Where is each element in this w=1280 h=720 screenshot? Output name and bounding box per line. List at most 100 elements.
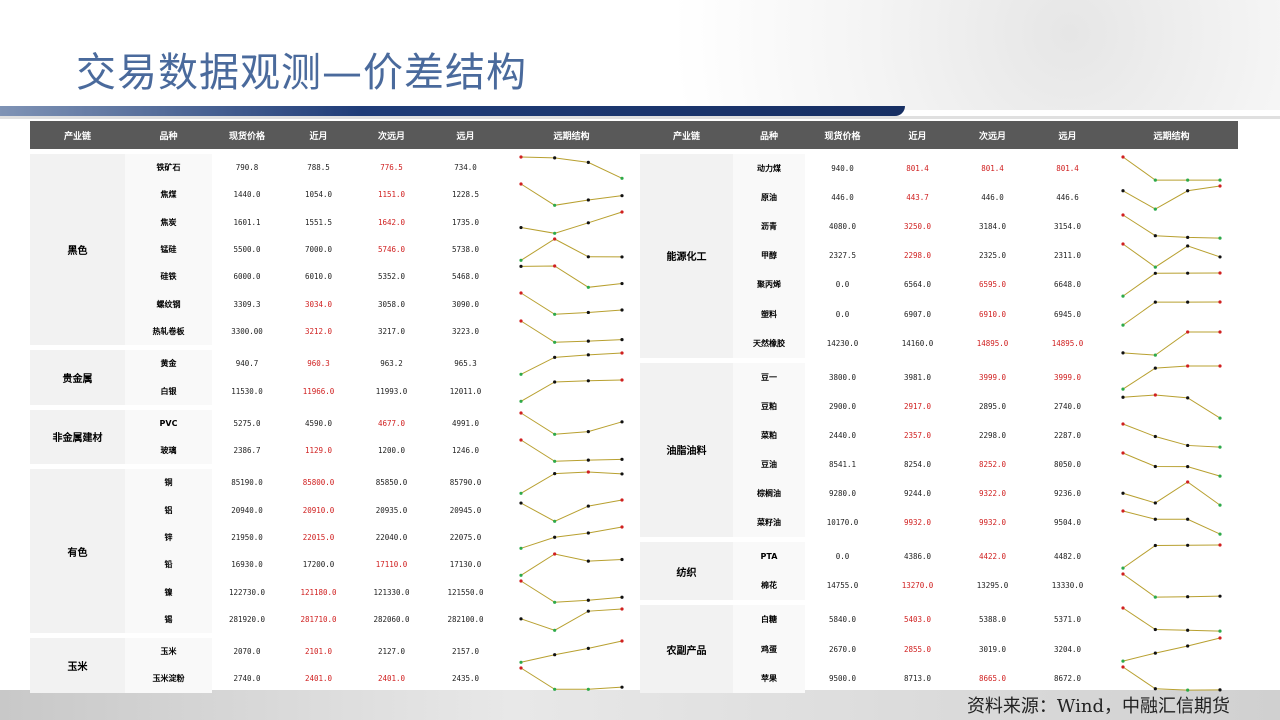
price-cell: 0.0 bbox=[835, 309, 850, 319]
industry-chain-cell: 黑色 bbox=[30, 154, 125, 346]
sparkline-line bbox=[520, 211, 623, 234]
price-cell: 6648.0 bbox=[1053, 280, 1082, 290]
price-cell: 20910.0 bbox=[302, 505, 335, 515]
sparkline-line bbox=[1122, 214, 1221, 239]
price-cell: 122730.0 bbox=[228, 587, 266, 597]
sparkline-point bbox=[1153, 650, 1157, 655]
variety-cell: 塑料 bbox=[733, 299, 805, 329]
price-cell: 5352.0 bbox=[377, 272, 406, 282]
table-row: 塑料 0.0 6907.0 6910.0 6945.0 bbox=[640, 299, 1238, 329]
sparkline-line bbox=[520, 581, 623, 604]
price-cell: 4422.0 bbox=[978, 552, 1007, 562]
sparkline-point bbox=[519, 616, 523, 621]
sparkline-point bbox=[1121, 395, 1125, 399]
price-cell: 8254.0 bbox=[903, 459, 932, 469]
forward-structure-sparkline bbox=[503, 154, 640, 181]
sparkline-point bbox=[1153, 393, 1157, 397]
sparkline-point bbox=[620, 194, 624, 198]
industry-chain-cell: 农副产品 bbox=[640, 605, 733, 693]
variety-cell: 鸡蛋 bbox=[733, 634, 805, 664]
price-cell: 6945.0 bbox=[1053, 309, 1082, 319]
column-header: 远期结构 bbox=[503, 121, 640, 149]
sparkline-point bbox=[519, 264, 523, 269]
sparkline-point bbox=[620, 282, 624, 286]
sparkline-line bbox=[520, 183, 623, 207]
sparkline-point bbox=[1186, 364, 1190, 368]
column-header: 品种 bbox=[125, 121, 212, 149]
industry-chain-cell: 玉米 bbox=[30, 638, 125, 693]
variety-cell: 豆一 bbox=[733, 362, 805, 392]
sparkline-point bbox=[553, 313, 557, 317]
sparkline-line bbox=[1122, 243, 1221, 268]
variety-cell: 黄金 bbox=[125, 350, 212, 378]
sparkline-line bbox=[1122, 544, 1221, 569]
sparkline-point bbox=[586, 311, 590, 315]
price-cell: 3250.0 bbox=[903, 222, 932, 232]
sparkline-point bbox=[1153, 178, 1157, 182]
price-cell: 790.8 bbox=[235, 163, 259, 173]
price-cell: 9932.0 bbox=[978, 518, 1007, 528]
variety-cell: 铜 bbox=[125, 469, 212, 497]
sparkline-line bbox=[520, 608, 623, 631]
sparkline-point bbox=[1153, 595, 1157, 600]
price-cell: 8672.0 bbox=[1053, 673, 1082, 683]
sparkline-line bbox=[520, 640, 623, 663]
variety-cell: 铝 bbox=[125, 496, 212, 524]
price-cell: 1129.0 bbox=[304, 446, 333, 456]
variety-cell: PTA bbox=[733, 542, 805, 572]
sparkline-point bbox=[1218, 594, 1222, 599]
table-row: 沥青 4080.0 3250.0 3184.0 3154.0 bbox=[640, 212, 1238, 242]
price-cell: 85850.0 bbox=[375, 478, 408, 488]
sparkline-point bbox=[1153, 544, 1157, 548]
sparkline-point bbox=[1121, 606, 1125, 611]
price-cell: 281920.0 bbox=[228, 614, 266, 624]
price-cell: 2740.0 bbox=[1053, 401, 1082, 411]
table-row: 豆油 8541.1 8254.0 8252.0 8050.0 bbox=[640, 449, 1238, 480]
variety-cell: 棕榈油 bbox=[733, 479, 805, 509]
forward-structure-sparkline bbox=[503, 410, 640, 437]
sparkline-line bbox=[520, 412, 623, 435]
variety-cell: 菜籽油 bbox=[733, 508, 805, 538]
sparkline-point bbox=[519, 579, 523, 584]
price-cell: 9244.0 bbox=[903, 489, 932, 499]
price-cell: 2435.0 bbox=[451, 674, 480, 684]
variety-cell: 天然橡胶 bbox=[733, 328, 805, 358]
price-cell: 2440.0 bbox=[828, 430, 857, 440]
variety-cell: PVC bbox=[125, 409, 212, 437]
price-cell: 14895.0 bbox=[1051, 338, 1084, 348]
column-header: 远期结构 bbox=[1105, 121, 1238, 149]
forward-structure-sparkline bbox=[503, 290, 640, 317]
sparkline-point bbox=[620, 497, 624, 502]
sparkline-point bbox=[620, 457, 624, 461]
sparkline-point bbox=[1121, 242, 1125, 246]
sparkline-point bbox=[1218, 445, 1222, 449]
forward-structure-sparkline bbox=[1105, 450, 1238, 479]
sparkline-line bbox=[1122, 156, 1220, 181]
price-cell: 14755.0 bbox=[826, 581, 859, 591]
forward-structure-sparkline bbox=[1105, 212, 1238, 241]
forward-structure-sparkline bbox=[1105, 479, 1238, 508]
sparkline-point bbox=[1153, 517, 1157, 521]
industry-chain-cell: 非金属建材 bbox=[30, 409, 125, 465]
table-row: 非金属建材 PVC 5275.0 4590.0 4677.0 4991.0 bbox=[30, 409, 640, 465]
sparkline-point bbox=[1218, 329, 1222, 334]
sparkline-point bbox=[1218, 474, 1222, 478]
price-cell: 3223.0 bbox=[451, 326, 480, 336]
table-row: 焦炭 1601.1 1551.5 1642.0 1735.0 bbox=[30, 208, 640, 236]
price-cell: 12011.0 bbox=[449, 386, 482, 396]
sparkline-point bbox=[1153, 272, 1157, 276]
variety-cell: 苹果 bbox=[733, 663, 805, 693]
price-cell: 11993.0 bbox=[375, 386, 408, 396]
table-row: 甲醇 2327.5 2298.0 2325.0 2311.0 bbox=[640, 241, 1238, 271]
price-cell: 3800.0 bbox=[828, 372, 857, 382]
price-cell: 20945.0 bbox=[449, 505, 482, 515]
sparkline-point bbox=[1186, 688, 1190, 692]
table-row: 棕榈油 9280.0 9244.0 9322.0 9236.0 bbox=[640, 479, 1238, 509]
industry-chain-cell: 油脂油料 bbox=[640, 362, 733, 538]
sparkline-point bbox=[1153, 628, 1157, 632]
sparkline-point bbox=[553, 237, 557, 241]
forward-structure-sparkline bbox=[503, 665, 640, 692]
sparkline-point bbox=[519, 546, 523, 550]
column-header: 次远月 bbox=[955, 121, 1030, 149]
sparkline-point bbox=[1121, 213, 1125, 217]
